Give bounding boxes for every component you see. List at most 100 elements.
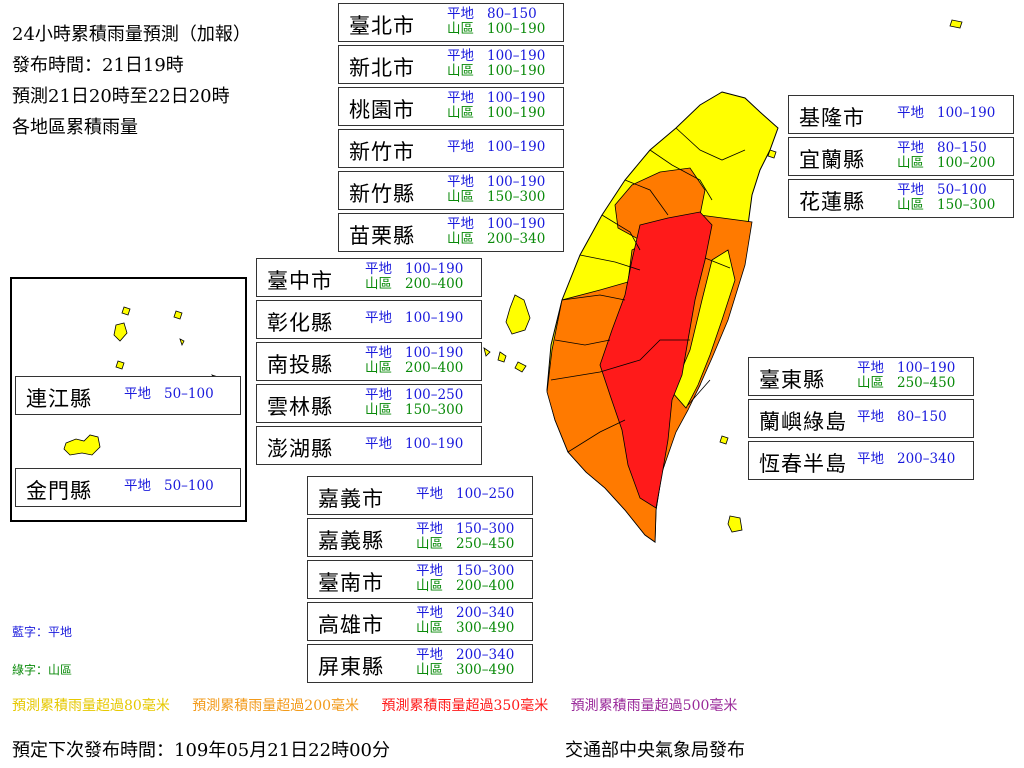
inset-islands-svg [63,306,219,456]
matsu-islands [113,306,219,382]
plain-value: 80–150 [487,6,537,22]
mountain-label: 山區 [416,578,443,594]
region-box-new-taipei-city: 新北市 平地 100–190 山區 100–190 [338,45,564,84]
zone-red-mountain [599,211,713,509]
region-name: 澎湖縣 [267,437,333,461]
mountain-value: 200–340 [487,231,546,247]
region-box-pingtung-county: 屏東縣 平地 200–340 山區 300–490 [307,644,533,683]
mountain-label: 山區 [447,189,474,205]
region-name: 新竹市 [349,140,415,164]
region-box-miaoli-county: 苗栗縣 平地 100–190 山區 200–340 [338,213,564,252]
region-name: 桃園市 [349,98,415,122]
next-issue-time: 預定下次發布時間：109年05月21日22時00分 [12,740,390,761]
region-name: 新北市 [349,56,415,80]
kinmen-island [63,434,101,456]
mountain-label: 山區 [447,231,474,247]
penghu-islands [483,294,531,373]
plain-value: 100–190 [487,139,546,155]
mountain-label: 山區 [365,360,392,376]
plain-label: 平地 [447,6,474,22]
mountain-label: 山區 [897,155,924,171]
region-box-hengchun-peninsula: 恆春半島 平地 200–340 [748,441,974,480]
plain-value: 100–190 [487,216,546,232]
green-island [719,435,729,445]
region-box-kaohsiung-city: 高雄市 平地 200–340 山區 300–490 [307,602,533,641]
region-box-chiayi-county: 嘉義縣 平地 150–300 山區 250–450 [307,518,533,557]
region-box-hsinchu-county: 新竹縣 平地 100–190 山區 150–300 [338,171,564,210]
plain-value: 100–190 [487,174,546,190]
plain-value: 100–190 [405,345,464,361]
plain-label: 平地 [365,310,392,326]
region-box-yunlin-county: 雲林縣 平地 100–250 山區 150–300 [256,384,482,423]
legend-blue-text: 藍字：平地 [12,625,73,639]
legend-green-text: 綠字：山區 [12,663,73,677]
region-name: 新竹縣 [349,182,415,206]
issuer: 交通部中央氣象局發布 [565,740,745,761]
plain-label: 平地 [365,387,392,403]
plain-value: 100–190 [487,90,546,106]
region-name: 基隆市 [799,106,865,130]
mountain-value: 250–450 [897,375,956,391]
plain-label: 平地 [365,436,392,452]
plain-label: 平地 [857,409,884,425]
plain-label: 平地 [416,647,443,663]
mountain-value: 200–400 [405,360,464,376]
plain-label: 平地 [124,478,151,494]
plain-value: 150–300 [456,521,515,537]
region-box-yilan-county: 宜蘭縣 平地 80–150 山區 100–200 [788,137,1014,176]
plain-label: 平地 [416,605,443,621]
region-box-chiayi-city: 嘉義市 平地 100–250 [307,476,533,515]
zone-yellow-east [671,249,736,409]
mountain-label: 山區 [857,375,884,391]
region-box-keelung-city: 基隆市 平地 100–190 [788,95,1014,134]
plain-label: 平地 [365,345,392,361]
mountain-value: 300–490 [456,620,515,636]
plain-value: 100–190 [405,261,464,277]
plain-value: 100–190 [487,48,546,64]
plain-value: 100–190 [897,360,956,376]
plain-value: 80–150 [937,140,987,156]
county-boundaries [550,127,746,453]
mountain-label: 山區 [416,536,443,552]
mountain-value: 150–300 [937,197,996,213]
mountain-label: 山區 [447,21,474,37]
plain-label: 平地 [897,140,924,156]
region-name: 宜蘭縣 [799,148,865,172]
level-350mm: 預測累積雨量超過350毫米 [381,698,549,714]
mountain-label: 山區 [365,276,392,292]
plain-value: 50–100 [164,386,214,402]
region-box-nantou-county: 南投縣 平地 100–190 山區 200–400 [256,342,482,381]
plain-value: 100–250 [456,486,515,502]
mountain-label: 山區 [897,197,924,213]
region-box-kinmen-county: 金門縣 平地 50–100 [15,468,241,507]
plain-value: 100–250 [405,387,464,403]
plain-label: 平地 [897,105,924,121]
mountain-value: 100–200 [937,155,996,171]
mountain-label: 山區 [416,662,443,678]
lanyu-island [727,515,743,533]
plain-label: 平地 [447,174,474,190]
region-name: 高雄市 [318,613,384,637]
mountain-value: 150–300 [405,402,464,418]
region-box-penghu-county: 澎湖縣 平地 100–190 [256,426,482,465]
region-name: 花蓮縣 [799,190,865,214]
mountain-value: 100–190 [487,63,546,79]
region-box-changhua-county: 彰化縣 平地 100–190 [256,300,482,339]
mountain-label: 山區 [365,402,392,418]
mountain-label: 山區 [416,620,443,636]
plain-value: 80–150 [897,409,947,425]
forecast-period: 預測21日20時至22日20時 [12,86,230,107]
plain-value: 100–190 [405,436,464,452]
plain-label: 平地 [447,90,474,106]
plain-value: 100–190 [937,105,996,121]
mountain-value: 100–190 [487,21,546,37]
plain-value: 200–340 [456,647,515,663]
plain-label: 平地 [447,48,474,64]
plain-label: 平地 [447,216,474,232]
plain-label: 平地 [857,360,884,376]
region-box-lanyu-green-island: 蘭嶼綠島 平地 80–150 [748,399,974,438]
region-box-taipei-city: 臺北市 平地 80–150 山區 100–190 [338,3,564,42]
mountain-value: 300–490 [456,662,515,678]
plain-value: 200–340 [897,451,956,467]
